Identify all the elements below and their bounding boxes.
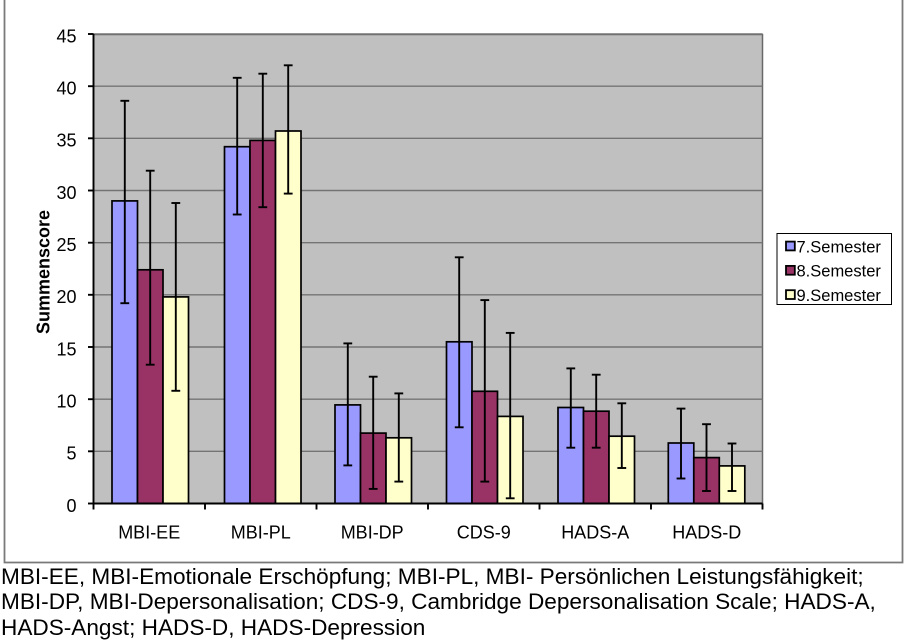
svg-text:15: 15 <box>56 339 76 359</box>
svg-text:MBI-DP: MBI-DP <box>341 523 404 543</box>
svg-text:25: 25 <box>56 235 76 255</box>
svg-text:45: 45 <box>56 26 76 46</box>
svg-text:MBI-PL: MBI-PL <box>231 523 291 543</box>
svg-text:35: 35 <box>56 131 76 151</box>
svg-text:HADS-A: HADS-A <box>561 523 629 543</box>
svg-text:9.Semester: 9.Semester <box>797 287 882 305</box>
svg-text:MBI-EE: MBI-EE <box>118 523 180 543</box>
svg-text:CDS-9: CDS-9 <box>457 523 511 543</box>
svg-text:7.Semester: 7.Semester <box>797 238 882 256</box>
svg-text:30: 30 <box>56 183 76 203</box>
svg-text:HADS-D: HADS-D <box>672 523 741 543</box>
svg-text:20: 20 <box>56 287 76 307</box>
svg-text:8.Semester: 8.Semester <box>797 263 882 281</box>
svg-text:5: 5 <box>66 444 76 464</box>
svg-text:40: 40 <box>56 79 76 99</box>
svg-text:10: 10 <box>56 392 76 412</box>
svg-text:Summenscore: Summenscore <box>34 210 54 334</box>
svg-text:0: 0 <box>66 496 76 516</box>
